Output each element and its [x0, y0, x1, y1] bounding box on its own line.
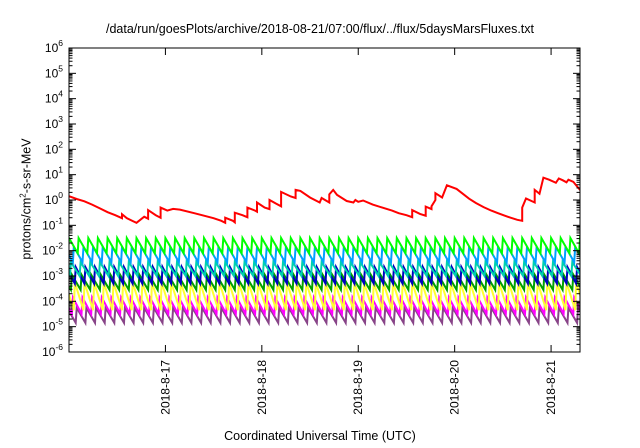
y-tick-label: 10-3 — [42, 266, 63, 283]
series-layer — [69, 176, 580, 327]
x-tick-label: 2018-8-19 — [351, 360, 365, 415]
y-tick-label: 101 — [45, 165, 63, 182]
series-line-4 — [69, 258, 580, 280]
series-line-7 — [69, 282, 580, 311]
series-line-9 — [69, 304, 580, 327]
x-tick-label: 2018-8-17 — [158, 360, 172, 415]
y-tick-label: 100 — [45, 190, 63, 207]
series-line-1 — [69, 176, 580, 225]
y-axis-label-suffix: -s-sr-MeV — [19, 138, 34, 194]
y-tick-label: 104 — [45, 89, 63, 106]
chart-title: /data/run/goesPlots/archive/2018-08-21/0… — [105, 22, 534, 36]
series-line-6 — [69, 271, 580, 294]
series-line-2 — [69, 234, 580, 257]
x-tick-label: 2018-8-18 — [255, 360, 269, 415]
y-tick-label: 105 — [45, 63, 63, 80]
y-tick-label: 106 — [45, 38, 63, 55]
x-tick-label: 2018-8-21 — [544, 360, 558, 415]
y-tick-label: 10-4 — [42, 291, 63, 308]
y-axis-label-prefix: protons/cm — [19, 197, 34, 260]
y-tick-label: 103 — [45, 114, 63, 131]
y-axis-label: protons/cm2-s-sr-MeV — [18, 138, 33, 259]
x-axis-label: Coordinated Universal Time (UTC) — [224, 429, 416, 443]
x-tick-label: 2018-8-20 — [448, 360, 462, 415]
axis-layer: 10-6 10-5 10-4 10-3 10-2 10-1 100 101 102 103 104 1… — [42, 38, 580, 415]
y-tick-label: 10-2 — [42, 241, 63, 258]
y-axis-label-sup: 2 — [18, 193, 28, 198]
y-tick-label: 10-6 — [42, 342, 63, 359]
y-tick-label: 10-5 — [42, 317, 63, 334]
y-tick-label: 102 — [45, 139, 63, 156]
y-tick-label: 10-1 — [42, 215, 63, 232]
